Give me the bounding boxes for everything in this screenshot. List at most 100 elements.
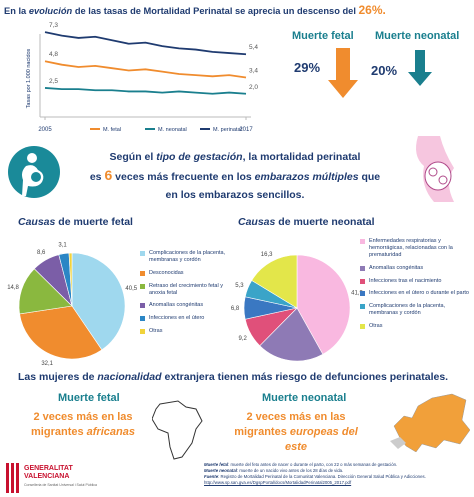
- legend-swatch: [360, 324, 365, 329]
- text: Conselleria de Sanitat Universal i Salut…: [24, 483, 97, 487]
- legend-swatch: [360, 265, 365, 271]
- data-label: 3,4: [249, 67, 258, 74]
- data-label: 6,8: [231, 306, 240, 312]
- legend: Enfermedades respiratorias y hemorrágica…: [360, 238, 470, 336]
- title-part: 26%.: [358, 3, 386, 17]
- legend-label: M. neonatal: [158, 127, 187, 133]
- url: http://www.sp.san.gva.es/DgspPortal/docs…: [204, 480, 352, 485]
- logo: GENERALITAT VALENCIANA Conselleria de Sani…: [24, 465, 97, 489]
- legend-swatch: [360, 278, 365, 284]
- line-series: [44, 87, 247, 95]
- note: Fuente: Registro de Mortalidad Perinatal…: [204, 474, 472, 480]
- note: Muerte fetal: muerte del feto antes de n…: [204, 462, 472, 468]
- legend-label: Anomalías congénitas: [369, 264, 424, 271]
- text: 6: [104, 167, 113, 183]
- legend-label: Otras: [149, 328, 163, 335]
- legend-item: Enfermedades respiratorias y hemorrágica…: [360, 238, 470, 259]
- pie-chart: 41,920,59,26,85,316,3: [231, 252, 364, 362]
- data-label: 2,0: [249, 84, 258, 91]
- legend-swatch: [140, 270, 145, 276]
- text: africanas: [86, 426, 135, 438]
- gestation-text: Según el tipo de gestación, la mortalida…: [75, 148, 395, 204]
- twins-icon: [416, 136, 454, 202]
- pie-slice: [259, 307, 324, 362]
- legend-item: Desconocidas: [140, 270, 232, 277]
- legend-item: Otras: [140, 328, 232, 335]
- title-part: evolución: [28, 6, 73, 16]
- pie-chart: 40,5 32,1 14,8 8,6 3,1: [7, 243, 138, 366]
- text: extranjera tienen más riesgo de defuncio…: [164, 371, 449, 383]
- text: embarazos múltiples: [254, 171, 359, 183]
- legend-swatch: [360, 239, 365, 244]
- africa-map: [152, 400, 203, 460]
- label: Muerte fetal: [58, 392, 120, 404]
- legend-label: M. perinatal: [213, 127, 242, 133]
- text: : muerte del feto antes de nacer o duran…: [228, 462, 398, 467]
- legend-item: Infecciones en el útero: [140, 315, 232, 322]
- legend-item: Complicaciones de la placenta, membranas…: [140, 250, 232, 264]
- legend-label: Infecciones en el útero: [149, 315, 205, 322]
- text: migrantes: [31, 426, 84, 438]
- data-label: 5,4: [249, 44, 258, 51]
- text: , la mortalidad perinatal: [242, 151, 361, 163]
- legend-label: Otras: [369, 323, 383, 329]
- note: Muerte neonatal: muerte de un nacido viv…: [204, 468, 472, 474]
- nationality-heading: Las mujeres de nacionalidad extranjera t…: [18, 371, 448, 383]
- legend: Complicaciones de la placenta, membranas…: [140, 250, 232, 341]
- legend-label: Infecciones tras el nacimiento: [369, 277, 442, 284]
- text: migrantes: [234, 426, 287, 438]
- arrow: [408, 50, 432, 86]
- label: Muerte neonatal: [262, 392, 347, 404]
- text: : Registro de Mortalidad Perinatal de la…: [218, 474, 426, 479]
- data-label: 3,1: [58, 243, 67, 249]
- legend-swatch: [140, 303, 145, 309]
- legend-swatch: [140, 329, 145, 335]
- text: de muerte fetal: [58, 216, 133, 228]
- pie-slice: [71, 252, 126, 351]
- pie-title: Causas de muerte fetal: [18, 216, 133, 228]
- europe-map: [390, 393, 470, 452]
- data-label: 4,8: [49, 51, 58, 58]
- pie-slice: [251, 254, 298, 309]
- logo-mark: [6, 463, 19, 493]
- legend-item: Otras: [360, 323, 470, 330]
- text: veces más frecuente en los: [115, 171, 252, 183]
- text: Muerte fetal: [204, 462, 229, 467]
- x-tick-label: 2017: [239, 127, 253, 133]
- text: es: [89, 171, 102, 183]
- data-label: 8,6: [37, 250, 46, 256]
- text: europeas del este: [284, 426, 358, 453]
- decline-value: 29%: [294, 60, 321, 75]
- text: Muerte neonatal: [204, 468, 237, 473]
- legend-item: Infecciones tras el nacimiento: [360, 278, 470, 285]
- pregnancy-icon: [8, 146, 60, 198]
- legend-label: Complicaciones de la placenta, membranas…: [369, 303, 446, 317]
- text: tipo de gestación: [156, 151, 243, 163]
- text: VALENCIANA: [24, 473, 70, 480]
- text: Según el: [109, 151, 154, 163]
- legend-swatch: [140, 251, 145, 256]
- data-label: 41,9: [351, 290, 363, 296]
- line-series: [44, 31, 247, 56]
- text: que: [361, 171, 381, 183]
- pie-title: Causas de muerte neonatal: [238, 216, 375, 228]
- legend-swatch: [360, 304, 365, 310]
- data-label: 16,3: [261, 252, 273, 258]
- title-part: En la: [4, 6, 27, 16]
- legend-swatch: [140, 283, 145, 289]
- legend-item: Complicaciones de la placenta, membranas…: [360, 303, 470, 317]
- legend-label: Enfermedades respiratorias y hemorrágica…: [369, 238, 453, 258]
- legend-label: Complicaciones de la placenta, membranas…: [149, 250, 226, 263]
- legend-item: Retraso del crecimiento fetal y anoxia f…: [140, 283, 232, 297]
- data-label: 5,3: [235, 283, 244, 289]
- decline-label: Muerte fetal: [292, 30, 354, 42]
- data-label: 14,8: [7, 285, 19, 291]
- text: de muerte neonatal: [278, 216, 375, 228]
- text: 2 veces más en las migrantes africanas: [18, 410, 148, 440]
- arrow: [328, 48, 358, 98]
- text: 2 veces más en las: [33, 411, 133, 423]
- data-label: 7,3: [49, 22, 58, 29]
- data-label: 40,5: [125, 286, 137, 292]
- legend-item: Anomalías congénitas: [140, 302, 232, 309]
- x-tick-label: 2005: [38, 127, 52, 133]
